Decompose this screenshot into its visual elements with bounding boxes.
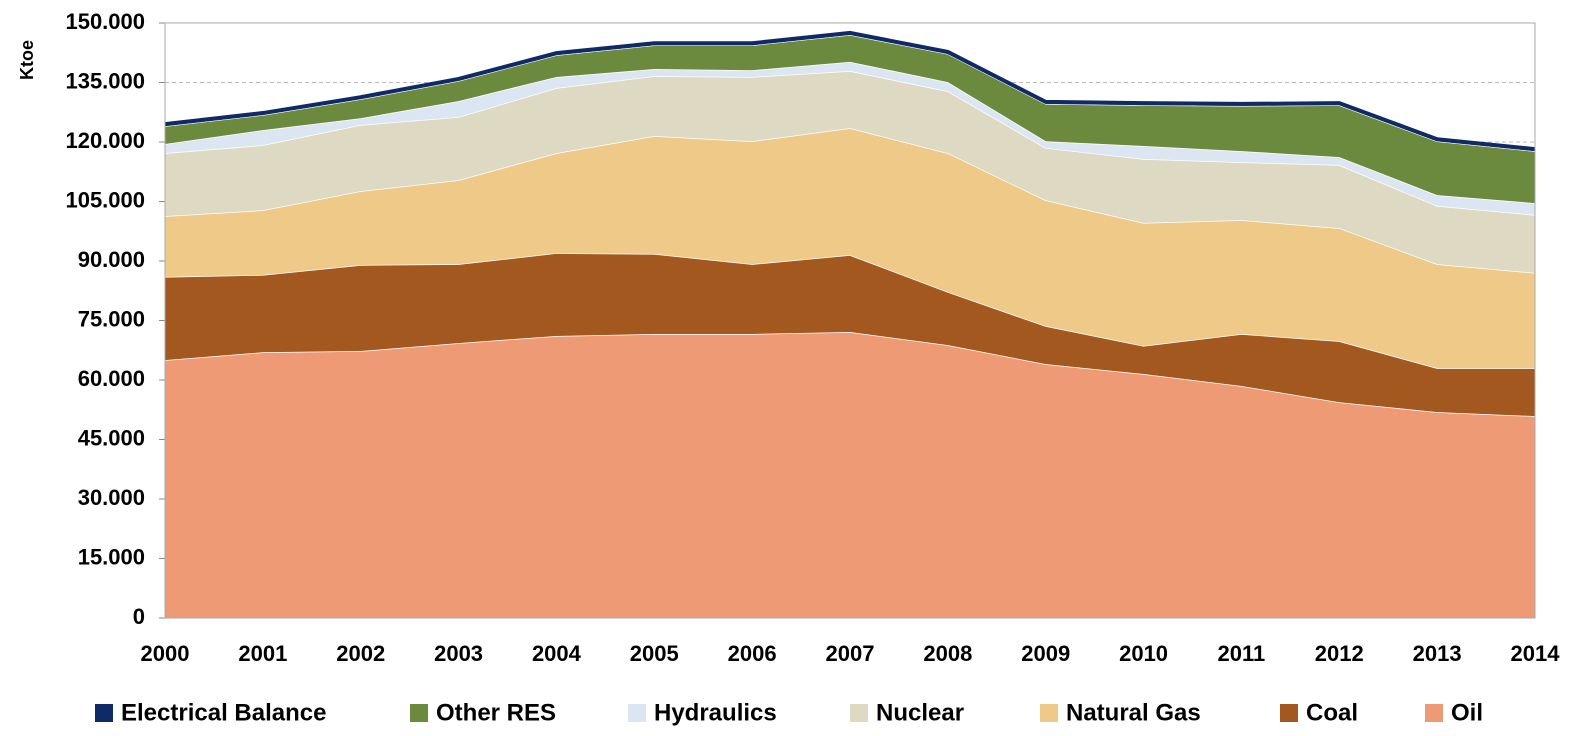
legend-label: Coal xyxy=(1306,699,1358,726)
x-tick-label: 2014 xyxy=(1511,641,1561,666)
area-edge xyxy=(164,30,1536,152)
x-tick-label: 2002 xyxy=(336,641,385,666)
legend-label: Other RES xyxy=(436,699,556,726)
legend-label: Nuclear xyxy=(876,699,964,726)
area xyxy=(165,70,1535,273)
y-tick-label: 75.000 xyxy=(78,306,145,331)
y-tick-label: 105.000 xyxy=(65,187,145,212)
y-tick-label: 0 xyxy=(133,604,145,629)
y-tick-label: 150.000 xyxy=(65,9,145,34)
legend-swatch xyxy=(95,704,113,722)
legend-label: Natural Gas xyxy=(1066,699,1201,726)
y-axis-label: Ktoe xyxy=(17,40,37,80)
x-tick-label: 2010 xyxy=(1119,641,1168,666)
x-tick-label: 2005 xyxy=(630,641,679,666)
area xyxy=(165,61,1535,215)
y-tick-label: 30.000 xyxy=(78,485,145,510)
x-tick-label: 2011 xyxy=(1218,641,1266,666)
y-tick-label: 45.000 xyxy=(78,425,145,450)
area xyxy=(165,34,1535,204)
plot-border xyxy=(164,22,1536,619)
y-tick-label: 120.000 xyxy=(65,128,145,153)
x-tick-label: 2012 xyxy=(1315,641,1364,666)
x-tick-label: 2004 xyxy=(532,641,582,666)
y-tick-label: 15.000 xyxy=(78,544,145,569)
y-tick-label: 60.000 xyxy=(78,366,145,391)
x-tick-label: 2007 xyxy=(826,641,875,666)
legend-swatch xyxy=(1425,704,1443,722)
y-tick-label: 135.000 xyxy=(65,68,145,93)
x-tick-label: 2009 xyxy=(1021,641,1070,666)
legend-swatch xyxy=(628,704,646,722)
area xyxy=(165,128,1535,369)
legend-label: Electrical Balance xyxy=(121,699,326,726)
area xyxy=(165,253,1535,417)
legend-swatch xyxy=(850,704,868,722)
legend-swatch xyxy=(1280,704,1298,722)
x-tick-label: 2006 xyxy=(728,641,777,666)
x-tick-label: 2008 xyxy=(923,641,972,666)
x-tick-label: 2001 xyxy=(238,641,287,666)
area xyxy=(165,332,1535,618)
legend-swatch xyxy=(1040,704,1058,722)
x-tick-label: 2013 xyxy=(1413,641,1462,666)
y-tick-label: 90.000 xyxy=(78,247,145,272)
legend-label: Oil xyxy=(1451,699,1483,726)
legend-label: Hydraulics xyxy=(654,699,777,726)
x-tick-label: 2003 xyxy=(434,641,483,666)
x-tick-label: 2000 xyxy=(141,641,190,666)
legend-swatch xyxy=(410,704,428,722)
